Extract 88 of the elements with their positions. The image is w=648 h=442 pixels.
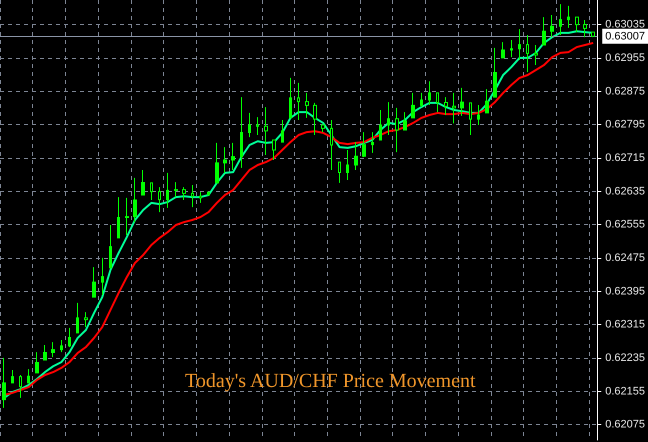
- candlestick: [35, 352, 39, 374]
- y-tick-label: 0.63035: [605, 18, 646, 31]
- candlestick: [387, 102, 390, 136]
- y-tick-label: 0.62235: [605, 352, 646, 364]
- candlestick: [460, 87, 464, 116]
- candlestick: [166, 172, 169, 208]
- candlestick: [182, 186, 186, 200]
- candlestick: [444, 96, 448, 116]
- candlestick: [215, 142, 219, 184]
- y-tick-label: 0.62395: [605, 285, 646, 298]
- candlestick: [141, 170, 145, 196]
- candlestick: [240, 96, 243, 168]
- candlestick: [428, 80, 431, 106]
- candlestick: [542, 16, 546, 46]
- candlestick: [485, 88, 489, 114]
- y-tick-label: 0.62795: [605, 118, 646, 131]
- candlestick: [550, 14, 554, 38]
- candlestick: [43, 344, 47, 360]
- candlestick: [395, 107, 399, 153]
- candlestick: [371, 132, 374, 154]
- candlestick: [27, 368, 30, 384]
- candlestick: [567, 5, 570, 28]
- candlestick: [469, 102, 472, 136]
- candlestick: [575, 16, 579, 33]
- candlestick: [518, 28, 521, 60]
- candlestick: [436, 92, 439, 113]
- candlestick: [330, 120, 333, 170]
- candlestick: [354, 142, 358, 170]
- candlestick: [84, 312, 88, 328]
- candlestick: [101, 257, 104, 296]
- candlestick: [207, 192, 210, 196]
- candlestick: [305, 92, 309, 118]
- candlestick: [338, 162, 341, 184]
- candlestick: [19, 374, 22, 398]
- candlestick: [559, 4, 562, 36]
- ref-line-label: 0.63007: [605, 30, 646, 42]
- y-tick-label: 0.62155: [605, 385, 646, 398]
- y-tick-label: 0.62635: [605, 185, 646, 198]
- candlestick: [583, 20, 587, 38]
- candlestick: [403, 112, 407, 130]
- candlestick: [223, 146, 227, 174]
- candlestick: [313, 102, 317, 136]
- candlestick: [501, 42, 505, 58]
- candlestick: [51, 342, 55, 358]
- candlestick: [477, 104, 480, 126]
- candlestick: [2, 357, 6, 408]
- candlestick: [199, 192, 202, 204]
- candlestick: [60, 340, 63, 353]
- candlestick: [321, 124, 325, 133]
- candlestick: [68, 327, 71, 348]
- candlestick: [534, 44, 538, 66]
- candlestick: [591, 32, 595, 38]
- candlestick: [411, 92, 415, 118]
- text: Today's AUD/CHF Price Movement: [185, 370, 476, 392]
- candlestick: [346, 150, 349, 180]
- y-tick-label: 0.62715: [605, 152, 646, 164]
- candlestick: [264, 106, 268, 156]
- candlestick: [174, 182, 178, 198]
- candlestick: [133, 177, 137, 223]
- candlestick: [362, 132, 366, 158]
- candlestick: [150, 182, 153, 200]
- candlestick: [526, 34, 529, 73]
- candlestick: [231, 142, 235, 170]
- candlestick: [125, 197, 129, 236]
- candlestick: [191, 184, 194, 208]
- candlestick: [11, 370, 14, 384]
- y-tick-label: 0.62075: [605, 418, 646, 431]
- y-tick-label: 0.62875: [605, 85, 646, 98]
- candlestick: [281, 120, 284, 143]
- candlestick: [493, 47, 497, 98]
- candlestick: [420, 92, 423, 108]
- candlestick: [272, 140, 276, 160]
- y-tick-label: 0.62955: [605, 52, 646, 64]
- candlestick: [510, 40, 513, 58]
- candlestick: [158, 186, 161, 213]
- y-tick-label: 0.62315: [605, 318, 646, 331]
- candlestick: [248, 112, 251, 138]
- candlestick: [117, 196, 120, 238]
- candlestick: [379, 110, 382, 140]
- y-tick-label: 0.62475: [605, 252, 646, 264]
- candlestick: [297, 82, 300, 120]
- candlestick: [452, 92, 456, 124]
- candlestick: [256, 116, 259, 136]
- candlestick: [92, 266, 96, 298]
- candlestick: [289, 77, 292, 118]
- y-tick-label: 0.62555: [605, 218, 646, 231]
- candlestick: [76, 302, 79, 334]
- candlestick: [109, 224, 112, 268]
